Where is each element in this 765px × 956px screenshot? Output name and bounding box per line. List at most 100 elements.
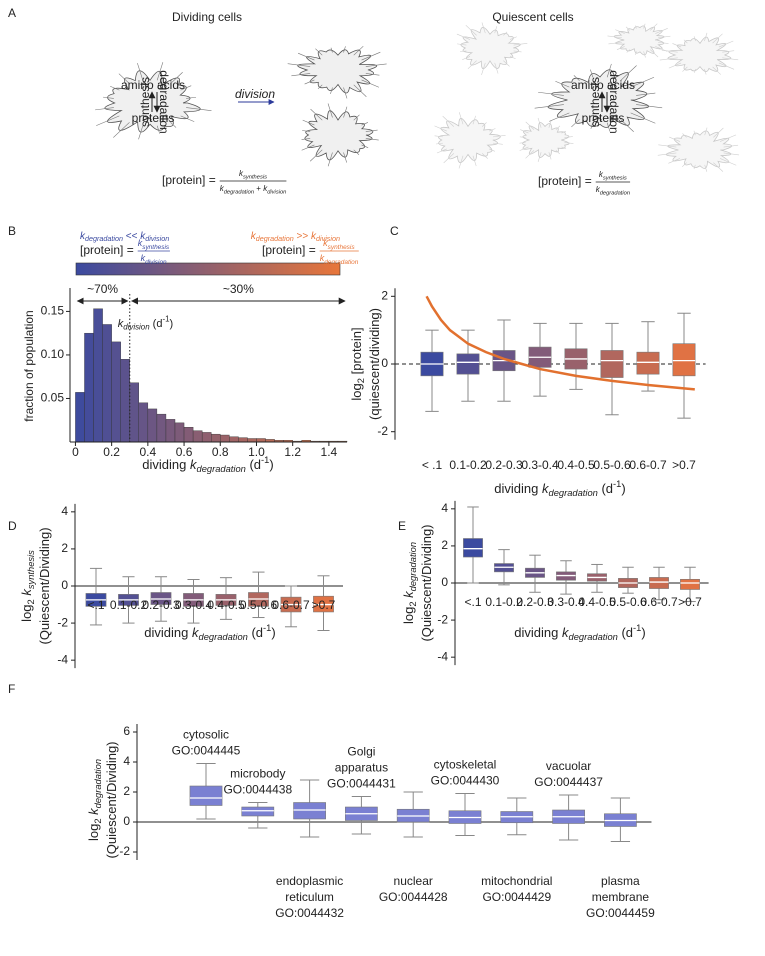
y-axis-label: log2 [protein]	[349, 327, 366, 400]
label-part: division	[145, 259, 167, 266]
label-part: dividing	[494, 481, 542, 496]
cell-process	[472, 115, 476, 125]
category-label: 0.2-0.3	[516, 595, 554, 609]
category-label: plasma	[601, 874, 640, 888]
box	[600, 350, 624, 378]
cell-process	[718, 62, 735, 70]
cell-process	[672, 43, 682, 48]
label-part: k	[320, 253, 325, 263]
panel-label: A	[8, 6, 16, 20]
label-part: k	[599, 170, 604, 179]
cell-process	[615, 29, 625, 34]
category-label: 0.6-0.7	[640, 595, 678, 609]
equation-denominator: kdegradation	[596, 185, 630, 196]
cell-process	[481, 122, 487, 127]
label-part: (d	[248, 625, 263, 640]
label-part: degradation	[569, 633, 618, 643]
label: degradation	[157, 70, 171, 133]
cell-process	[460, 50, 467, 53]
cell-process	[110, 85, 120, 91]
label-part: (Quiescent/Dividing)	[419, 524, 434, 641]
cell-process	[302, 119, 315, 126]
cell-process	[704, 32, 708, 42]
label-part: )	[641, 625, 645, 640]
category-label: 0.5-0.6	[240, 598, 278, 612]
label-part: k	[192, 625, 200, 640]
cell-process	[650, 23, 658, 31]
histogram-bar	[147, 408, 158, 443]
cell-process	[723, 144, 739, 148]
label-part: >>	[294, 231, 311, 242]
cell-process	[327, 152, 333, 167]
x-tick-label: 1.2	[284, 445, 301, 459]
label-part: <<	[123, 231, 140, 242]
cell	[547, 69, 650, 128]
equation-lhs: [protein] =	[162, 173, 216, 187]
cell-process	[365, 138, 379, 141]
cell-process	[503, 60, 510, 67]
box	[241, 806, 275, 817]
cell-process	[650, 49, 659, 58]
label-part: k	[562, 625, 570, 640]
cell-process	[503, 31, 508, 36]
cell-process	[722, 57, 739, 61]
label: amino acids	[571, 78, 635, 92]
cell-process	[693, 130, 696, 136]
cell-process	[489, 148, 495, 152]
diagram-title: Dividing cells	[172, 10, 242, 24]
y-axis-label: (Quiescent/Dividing)	[104, 741, 119, 858]
label-part: (Quiescent/Dividing)	[37, 527, 52, 644]
cell-process	[456, 33, 471, 40]
cell-process	[361, 79, 380, 88]
cell-process	[681, 162, 687, 168]
cell-process	[180, 85, 192, 91]
equation-denominator: kdivision	[141, 253, 167, 265]
box	[293, 802, 326, 820]
cell-process	[481, 62, 486, 75]
cell-process	[361, 122, 369, 126]
category-label: nuclear	[394, 874, 433, 888]
label-part: k	[86, 807, 101, 815]
cell-process	[96, 115, 120, 126]
label-part: -1	[613, 479, 621, 489]
label-part: degradation	[549, 489, 598, 499]
histogram-bar	[84, 332, 94, 443]
x-tick-label: 1.0	[248, 445, 265, 459]
cell-process	[682, 66, 688, 72]
cell-process	[310, 108, 323, 121]
cell-process	[472, 155, 477, 167]
cell	[460, 26, 521, 70]
cell-process	[492, 134, 506, 138]
cell-process	[537, 152, 542, 162]
category-label: < .1	[422, 458, 443, 472]
label-part: k	[323, 238, 328, 248]
y-tick-label: -2	[57, 615, 68, 629]
category-label: 0.3-0.4	[175, 598, 213, 612]
x-axis-label: dividing kdegradation (d-1)	[142, 455, 273, 474]
cell-process	[657, 152, 677, 156]
equation-numerator: ksynthesis	[138, 238, 170, 250]
y-tick-label: 2	[381, 288, 388, 302]
category-label: >0.7	[678, 595, 702, 609]
cell-process	[534, 104, 564, 109]
label-part: degradation	[199, 633, 248, 643]
x-tick-label: 0.4	[140, 445, 157, 459]
y-tick-label: -4	[57, 652, 68, 666]
label-part: synthesis	[243, 174, 267, 180]
label-part: k	[220, 184, 225, 193]
label-part: dividing	[144, 625, 192, 640]
cell-process	[525, 121, 535, 130]
cell-process	[712, 66, 721, 75]
equation-denominator: kdegradation + kdivision	[220, 184, 287, 195]
category-label: >0.7	[312, 598, 336, 612]
cell-process	[434, 135, 444, 138]
label-part: -1	[261, 455, 269, 465]
y-tick-label: 2	[441, 538, 448, 552]
label-part: synthesis	[142, 244, 170, 251]
box	[649, 577, 669, 589]
x-tick-label: 0.2	[103, 445, 120, 459]
histogram-bar	[156, 413, 167, 443]
cell-process	[436, 148, 447, 154]
annotation: kdegradation << kdivision	[80, 231, 169, 243]
histogram-bar	[183, 427, 194, 443]
